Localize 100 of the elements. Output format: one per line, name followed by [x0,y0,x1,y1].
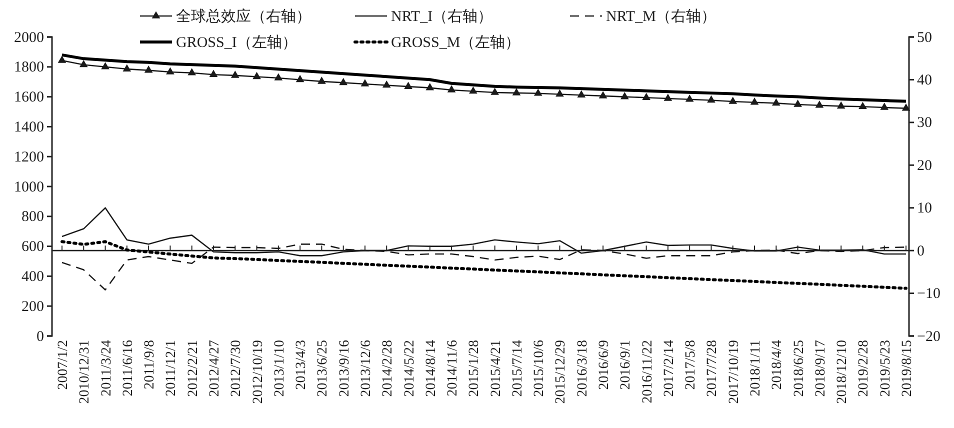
point [252,72,261,80]
point [101,62,110,70]
x-tick-label: 2012/10/19 [250,340,266,404]
point [556,89,564,97]
point [902,104,910,111]
y2-tick-label: 40 [917,72,932,89]
y-tick-label: 0 [36,328,44,345]
y-tick-label: 200 [22,298,44,315]
point [598,91,608,98]
point [664,94,672,101]
x-tick-label: 2007/1/2 [56,340,71,390]
point [685,94,694,102]
x-tick-label: 2012/2/21 [186,340,201,397]
x-tick-label: 2013/4/3 [294,340,310,390]
x-tick-label: 2018/9/17 [813,340,828,397]
x-tick-label: 2018/6/25 [792,340,807,397]
x-tick-label: 2012/7/30 [229,340,244,397]
x-tick-label: 2019/2/28 [856,340,872,397]
x-tick-label: 2014/5/22 [402,340,418,397]
x-tick-label: 2010/12/31 [78,340,93,404]
y2-tick-label: −20 [917,328,940,345]
point [404,82,412,89]
legend-label: NRT_M（右轴） [606,8,716,25]
x-tick-label: 2014/2/28 [380,340,396,397]
point [79,60,88,68]
y2-tick-label: 0 [917,243,924,260]
x-tick-label: 2011/6/16 [120,340,136,396]
x-tick-label: 2014/8/14 [424,340,439,397]
x-tick-label: 2018/1/11 [748,340,764,396]
point [426,83,434,90]
x-tick-label: 2015/7/14 [510,340,526,397]
point [144,66,153,73]
x-tick-label: 2018/12/10 [835,340,850,404]
legend-label: GROSS_I（左轴） [176,34,297,51]
point [858,102,867,110]
x-tick-label: 2017/2/14 [662,340,677,397]
point [122,64,132,72]
y-tick-label: 800 [22,209,44,226]
point [318,76,326,84]
point [469,86,478,94]
point [447,85,456,92]
point [836,101,846,109]
x-tick-label: 2017/10/19 [726,340,742,404]
y-tick-label: 1400 [14,120,44,136]
point [534,88,542,96]
x-tick-label: 2015/1/28 [467,340,482,397]
x-tick-label: 2012/4/27 [207,340,222,397]
x-tick-label: 2011/3/24 [99,340,114,396]
point [360,79,370,86]
point [339,78,348,86]
x-tick-label: 2011/12/1 [164,340,180,396]
x-tick-label: 2017/7/28 [705,340,720,397]
x-tick-label: 2016/11/22 [640,340,656,404]
y-tick-label: 1000 [14,179,44,196]
point [382,80,391,88]
x-tick-label: 2013/9/16 [337,340,352,397]
x-tick-label: 2016/9/1 [618,340,634,390]
x-tick-label: 2011/9/8 [142,340,158,390]
point [512,88,521,96]
x-tick-label: 2013/1/10 [272,340,288,397]
point [274,73,283,80]
point [58,56,66,63]
x-tick-label: 2019/5/23 [878,340,894,397]
point [794,100,802,107]
x-tick-label: 2016/3/18 [575,340,590,397]
point [642,92,650,100]
x-tick-label: 2014/11/6 [446,340,461,396]
y-tick-label: 400 [22,269,44,285]
x-tick-label: 2013/6/25 [316,340,331,397]
x-tick-label: 2015/4/21 [488,340,504,397]
y2-tick-label: 30 [917,115,932,132]
legend-label: 全球总效应（右轴） [176,8,311,25]
y-tick-label: 1200 [14,149,44,166]
point [728,96,738,104]
point [209,70,218,77]
point [577,90,586,98]
point [880,102,889,110]
point [296,74,304,82]
y-tick-label: 1800 [14,60,44,76]
point [815,100,824,108]
x-tick-label: 2015/10/6 [532,340,548,397]
point [188,68,196,76]
x-tick-label: 2019/8/15 [900,340,915,397]
x-tick-label: 2018/4/4 [770,340,786,390]
y-tick-label: 2000 [14,30,44,46]
point [772,98,780,106]
x-tick-label: 2015/12/29 [554,340,569,404]
point [620,92,629,100]
legend-label: NRT_I（右轴） [391,8,493,25]
point [490,88,499,95]
y2-tick-label: −10 [917,286,940,302]
point [166,67,174,74]
point [230,70,240,78]
x-tick-label: 2016/6/9 [597,340,612,390]
legend-label: GROSS_M（左轴） [391,34,520,51]
y2-tick-label: 10 [917,200,932,217]
point [707,95,716,103]
y-tick-label: 1600 [14,90,44,106]
x-tick-label: 2017/5/8 [684,340,699,390]
y2-tick-label: 20 [917,158,932,174]
